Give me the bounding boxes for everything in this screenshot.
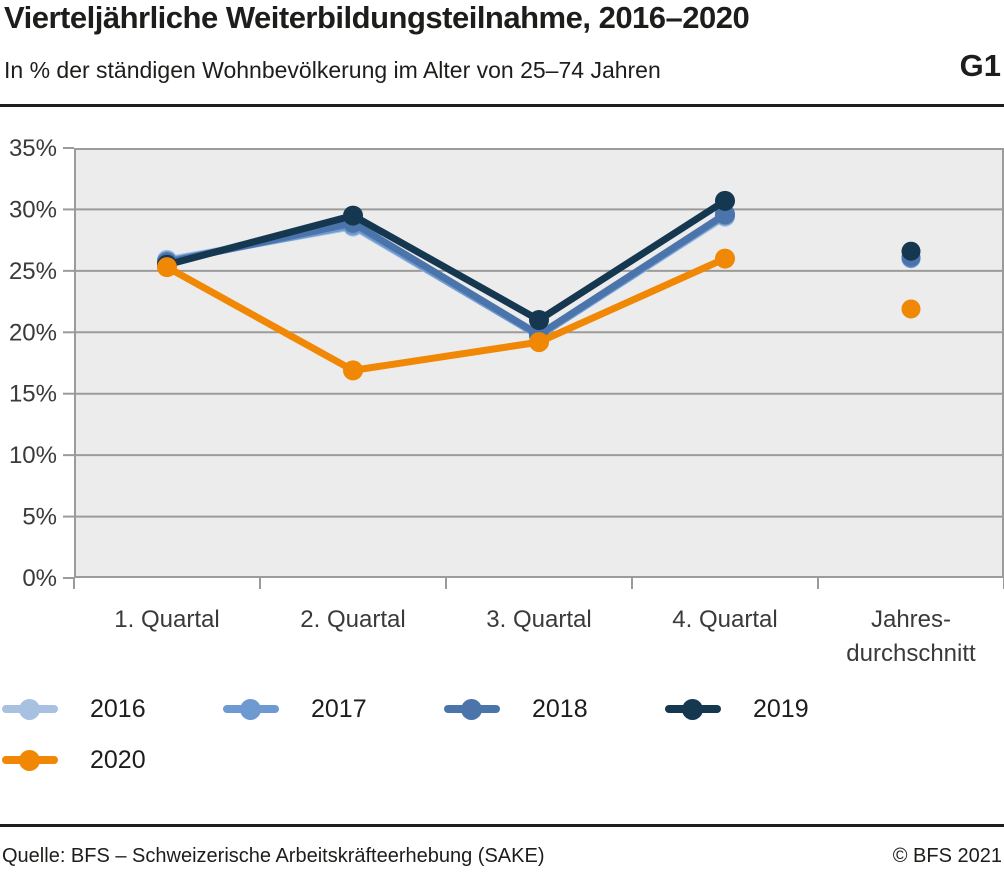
legend-line-swatch	[2, 749, 58, 771]
data-point-2020	[529, 332, 549, 353]
legend-label: 2020	[90, 745, 146, 774]
legend-label: 2017	[311, 694, 367, 723]
y-axis-label: 5%	[22, 504, 57, 531]
legend-line-swatch	[223, 698, 279, 720]
legend-item-2016: 2016	[2, 694, 223, 724]
copyright-note: © BFS 2021	[892, 845, 1002, 867]
y-axis-label: 0%	[22, 565, 57, 592]
legend-item-2017: 2017	[223, 694, 444, 724]
legend-label: 2019	[753, 694, 809, 723]
data-point-2020	[715, 248, 735, 269]
data-point-2019	[715, 190, 735, 211]
legend-dot-icon	[19, 749, 40, 771]
legend-line-swatch	[444, 698, 500, 720]
x-axis-label: Jahres-durchschnitt	[846, 606, 976, 667]
legend-dot-icon	[682, 698, 703, 720]
y-axis-label: 10%	[9, 442, 57, 469]
source-note: Quelle: BFS – Schweizerische Arbeitskräf…	[2, 845, 545, 867]
legend-item-2018: 2018	[444, 694, 665, 724]
header-divider	[0, 104, 1004, 107]
footer-divider	[0, 824, 1004, 827]
data-point-2019	[343, 205, 363, 226]
y-axis-label: 15%	[9, 381, 57, 408]
legend-item-2019: 2019	[665, 694, 886, 724]
series-line-2019	[163, 197, 729, 324]
y-axis-label: 30%	[9, 196, 57, 223]
data-point-2019	[529, 310, 549, 330]
chart-subtitle: In % der ständigen Wohnbevölkerung im Al…	[4, 57, 661, 83]
plot-area	[74, 148, 1004, 578]
x-axis-label: 1. Quartal	[114, 606, 219, 633]
page-title: Vierteljährliche Weiterbildungsteilnahme…	[4, 0, 750, 35]
legend-line-swatch	[665, 698, 721, 720]
legend-line-swatch	[2, 698, 58, 720]
legend-item-2020: 2020	[2, 745, 223, 775]
y-axis-label: 20%	[9, 319, 57, 346]
legend-dot-icon	[461, 698, 482, 720]
footer: Quelle: BFS – Schweizerische Arbeitskräf…	[2, 845, 1002, 868]
legend-dot-icon	[240, 698, 261, 720]
x-axis-label: 4. Quartal	[672, 606, 777, 633]
data-point-2020	[343, 360, 363, 381]
legend-label: 2018	[532, 694, 588, 723]
legend-dot-icon	[19, 698, 40, 720]
plot-border	[74, 148, 1004, 578]
y-axis-label: 25%	[9, 258, 57, 285]
annual-average-point-2020	[901, 299, 921, 319]
chart-legend: 2016 2017 2018 2019 2020	[2, 694, 922, 775]
x-axis-label: 3. Quartal	[486, 606, 591, 633]
y-axis-label: 35%	[9, 135, 57, 162]
line-chart: 0% 5% 10% 15% 20% 25% 30% 35% 1. Quartal 2. Quart…	[9, 135, 1004, 667]
series-line-2020	[163, 255, 729, 374]
data-point-2020	[157, 257, 177, 278]
legend-label: 2016	[90, 694, 146, 723]
annual-average-point-2019	[901, 241, 921, 261]
figure-code-badge: G1	[959, 48, 1001, 83]
x-axis-label: 2. Quartal	[300, 606, 405, 633]
